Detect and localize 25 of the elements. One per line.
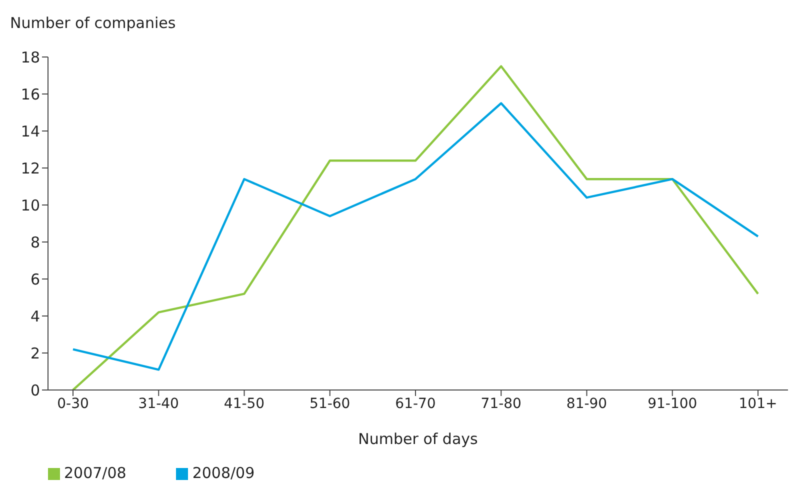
legend-label: 2007/08 (64, 464, 126, 482)
y-tick-label: 10 (20, 196, 40, 214)
y-tick-label: 18 (20, 48, 40, 66)
x-tick-label: 101+ (738, 396, 778, 412)
x-axis-title: Number of days (358, 430, 478, 448)
x-tick-label: 81-90 (566, 396, 608, 412)
line-series (72, 65, 760, 390)
x-tick-label: 31-40 (138, 396, 179, 412)
x-tick-label: 91-100 (648, 396, 698, 412)
y-tick-label: 16 (20, 85, 40, 104)
line-series (72, 102, 760, 371)
y-tick-label: 2 (30, 344, 40, 362)
y-tick-label: 12 (20, 159, 40, 178)
y-tick-label: 14 (20, 122, 40, 140)
y-tick-label: 0 (30, 381, 40, 400)
x-tick-label: 61-70 (395, 396, 436, 412)
x-tick-label: 0-30 (57, 396, 89, 412)
legend-label: 2008/09 (192, 464, 255, 482)
y-tick-label: 8 (30, 233, 40, 252)
y-tick-label: 4 (30, 307, 40, 326)
y-tick-label: 6 (30, 270, 40, 288)
x-tick-label: 51-60 (310, 396, 350, 412)
y-axis-title: Number of companies (10, 14, 176, 32)
x-tick-label: 41-50 (224, 396, 265, 412)
x-tick-label: 71-80 (480, 396, 522, 412)
